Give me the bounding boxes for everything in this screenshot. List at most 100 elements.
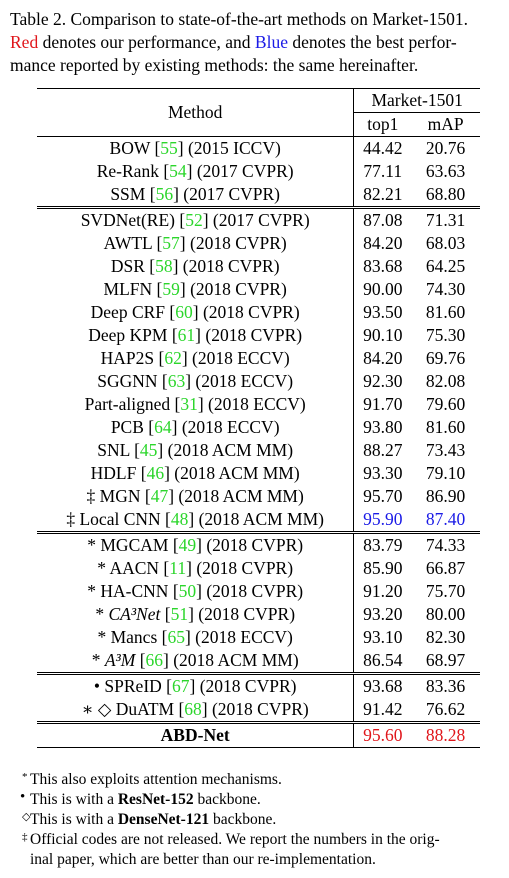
method-prefix: *	[97, 627, 111, 647]
map-cell: 20.76	[411, 136, 480, 160]
top1-cell: 84.20	[353, 232, 412, 255]
map-cell: 79.10	[425, 463, 466, 483]
footnote-text: backbone.	[193, 791, 261, 808]
table-row: Part-aligned [31] (2018 ECCV) 91.70 79.60	[37, 393, 480, 416]
map-cell: 75.30	[425, 325, 466, 345]
top1-cell: 91.20	[353, 580, 412, 603]
method-ref: 67	[172, 676, 190, 696]
method-venue: (2018 CVPR)	[198, 604, 296, 624]
method-venue: (2018 CVPR)	[199, 676, 297, 696]
table-row: ∗ ◇ DuATM [68] (2018 CVPR) 91.42 76.62	[37, 698, 480, 723]
method-venue: (2018 CVPR)	[190, 233, 287, 253]
method-venue: (2018 CVPR)	[206, 581, 304, 601]
top1-cell: 91.42	[353, 698, 412, 723]
caption-red-word: Red	[10, 32, 39, 52]
top1-cell: 44.42	[353, 136, 412, 160]
table-row: * AACN [11] (2018 CVPR) 85.90 66.87	[37, 557, 480, 580]
method-cell: * AACN [11] (2018 CVPR)	[97, 558, 294, 578]
footnote-bold: ResNet-152	[117, 791, 194, 808]
method-name: HDLF	[90, 463, 137, 483]
top1-cell: 77.11	[353, 160, 412, 183]
method-cell: Re-Rank [54] (2017 CVPR)	[96, 161, 294, 181]
top1-cell: 93.30	[353, 462, 412, 485]
method-ref: 46	[146, 463, 165, 483]
table-row: ‡ Local CNN [48] (2018 ACM MM) 95.90 87.40	[37, 508, 480, 533]
caption-blue-word: Blue	[254, 32, 288, 52]
table-row: Re-Rank [54] (2017 CVPR) 77.11 63.63	[37, 160, 480, 183]
method-ref: 57	[162, 233, 180, 253]
footnotes: * This also exploits attention mechanisms…	[10, 770, 500, 870]
map-cell: 66.87	[425, 558, 466, 578]
table-row: SNL [45] (2018 ACM MM) 88.27 73.43	[37, 439, 480, 462]
footnote-text: This is with a	[30, 791, 118, 808]
method-name: SVDNet(RE)	[80, 210, 175, 230]
map-cell: 68.03	[425, 233, 466, 253]
map-cell: 76.62	[425, 699, 466, 719]
method-cell: AWTL [57] (2018 CVPR)	[103, 233, 287, 253]
map-cell: 79.60	[425, 394, 466, 414]
method-cell: Part-aligned [31] (2018 ECCV)	[84, 394, 306, 414]
method-venue: (2018 ECCV)	[195, 371, 294, 391]
top1-cell: 92.30	[353, 370, 412, 393]
footnote-symbol: *	[22, 771, 28, 783]
method-ref: 58	[155, 256, 173, 276]
table-row: SSM [56] (2017 CVPR) 82.21 68.80	[37, 183, 480, 208]
top1-cell: 93.68	[353, 672, 412, 698]
method-cell: ‡ Local CNN [48] (2018 ACM MM)	[66, 509, 324, 529]
map-cell: 68.80	[425, 184, 466, 204]
map-cell: 81.60	[425, 417, 466, 437]
top1-cell: 93.20	[353, 603, 412, 626]
method-ref: 60	[175, 302, 193, 322]
top1-cell: 84.20	[353, 347, 412, 370]
method-venue: (2017 CVPR)	[212, 210, 310, 230]
method-venue: (2018 CVPR)	[211, 699, 309, 719]
method-ref: 66	[145, 650, 164, 670]
method-cell: BOW [55] (2015 ICCV)	[37, 136, 354, 160]
method-ref: 62	[164, 348, 182, 368]
method-name: SPReID	[104, 676, 162, 696]
method-cell: Deep KPM [61] (2018 CVPR)	[88, 325, 303, 345]
method-ref: 47	[150, 486, 169, 506]
table-row: PCB [64] (2018 ECCV) 93.80 81.60	[37, 416, 480, 439]
top1-cell: 85.90	[353, 557, 412, 580]
header-dataset: Market-1501	[353, 88, 480, 113]
map-cell: 81.60	[425, 302, 466, 322]
table-caption: Table 2. Comparison to state-of-the-art …	[10, 8, 500, 77]
top1-cell: 86.54	[353, 649, 412, 674]
footnote-bold: DenseNet-121	[117, 811, 210, 828]
map-cell: 74.30	[425, 279, 466, 299]
method-ref: 54	[169, 161, 187, 181]
table-row: MLFN [59] (2018 CVPR) 90.00 74.30	[37, 278, 480, 301]
map-cell: 83.36	[411, 672, 480, 698]
method-ref: 49	[178, 535, 197, 555]
method-ref: 55	[160, 138, 178, 158]
method-ref: 68	[184, 699, 202, 719]
map-cell: 68.97	[425, 650, 466, 670]
method-venue: (2018 CVPR)	[196, 558, 294, 578]
method-cell: DSR [58] (2018 CVPR)	[110, 256, 280, 276]
method-venue: (2018 ACM MM)	[198, 509, 324, 529]
method-venue: (2018 ECCV)	[181, 417, 280, 437]
table-row: Deep KPM [61] (2018 CVPR) 90.10 75.30	[37, 324, 480, 347]
caption-line3: mance reported by existing methods: the …	[10, 55, 419, 75]
method-name: SSM	[110, 184, 146, 204]
header-method: Method	[37, 88, 354, 137]
top1-cell: 88.27	[353, 439, 412, 462]
map-cell: 75.70	[425, 581, 466, 601]
method-venue: (2018 ECCV)	[208, 394, 306, 414]
top1-cell: 90.00	[353, 278, 412, 301]
method-ref: 52	[185, 210, 203, 230]
map-cell: 71.31	[411, 206, 480, 232]
method-ref: 56	[155, 184, 174, 204]
caption-mid: denotes our performance, and	[38, 32, 255, 52]
table-row: • SPReID [67] (2018 CVPR) 93.68 83.36	[37, 672, 480, 698]
header-map: mAP	[427, 114, 464, 134]
method-venue: (2018 ACM MM)	[167, 440, 294, 460]
footnote-text: Official codes are not released. We repo…	[30, 831, 440, 848]
method-name: MLFN	[103, 279, 153, 299]
top1-cell: 82.21	[353, 183, 412, 208]
top1-cell: 93.80	[353, 416, 412, 439]
footnote-text: This is with a	[30, 811, 118, 828]
method-name: DuATM	[115, 699, 175, 719]
caption-label: Table 2. Comparison to state-of-the-art …	[10, 9, 469, 29]
